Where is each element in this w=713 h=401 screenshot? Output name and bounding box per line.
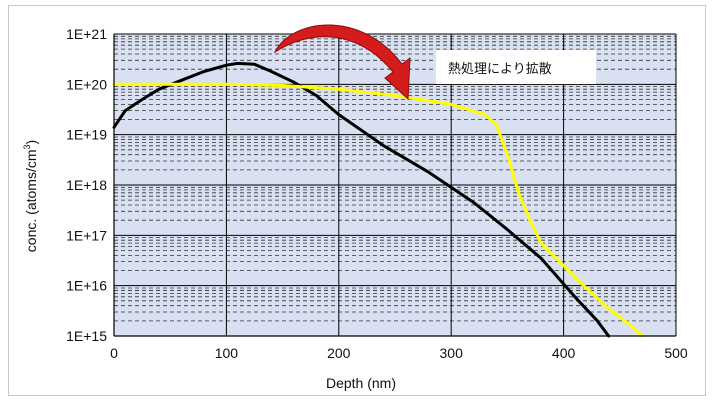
y-tick-label: 1E+20	[66, 76, 107, 92]
y-tick-label: 1E+19	[66, 127, 107, 143]
x-tick-label: 200	[327, 345, 351, 361]
series-line-yellow	[112, 82, 644, 338]
arrow-body	[273, 24, 411, 101]
y-tick-label: 1E+21	[66, 26, 107, 42]
annotation-box	[436, 50, 596, 84]
series-line-black	[112, 61, 611, 338]
x-tick-label: 400	[552, 345, 576, 361]
y-tick-label: 1E+16	[66, 278, 107, 294]
x-axis-title: Depth (nm)	[326, 375, 396, 391]
y-tick-label: 1E+17	[66, 227, 107, 243]
x-tick-label: 500	[664, 345, 688, 361]
chart-svg: 1E+15 1E+16 1E+17 1E+18 1E+19 1E+20 1E+21 0 100 2…	[22, 24, 688, 391]
x-tick-label: 0	[110, 345, 118, 361]
y-tick-label: 1E+18	[66, 177, 107, 193]
annotation-label: 熱処理により拡散	[448, 62, 552, 77]
x-tick-label: 300	[440, 345, 464, 361]
y-tick-label: 1E+15	[66, 328, 107, 344]
y-axis-title: conc. (atoms/cm3)	[22, 140, 39, 252]
x-tick-label: 100	[215, 345, 239, 361]
chart-frame: 1E+15 1E+16 1E+17 1E+18 1E+19 1E+20 1E+21 0 100 2…	[8, 5, 706, 396]
